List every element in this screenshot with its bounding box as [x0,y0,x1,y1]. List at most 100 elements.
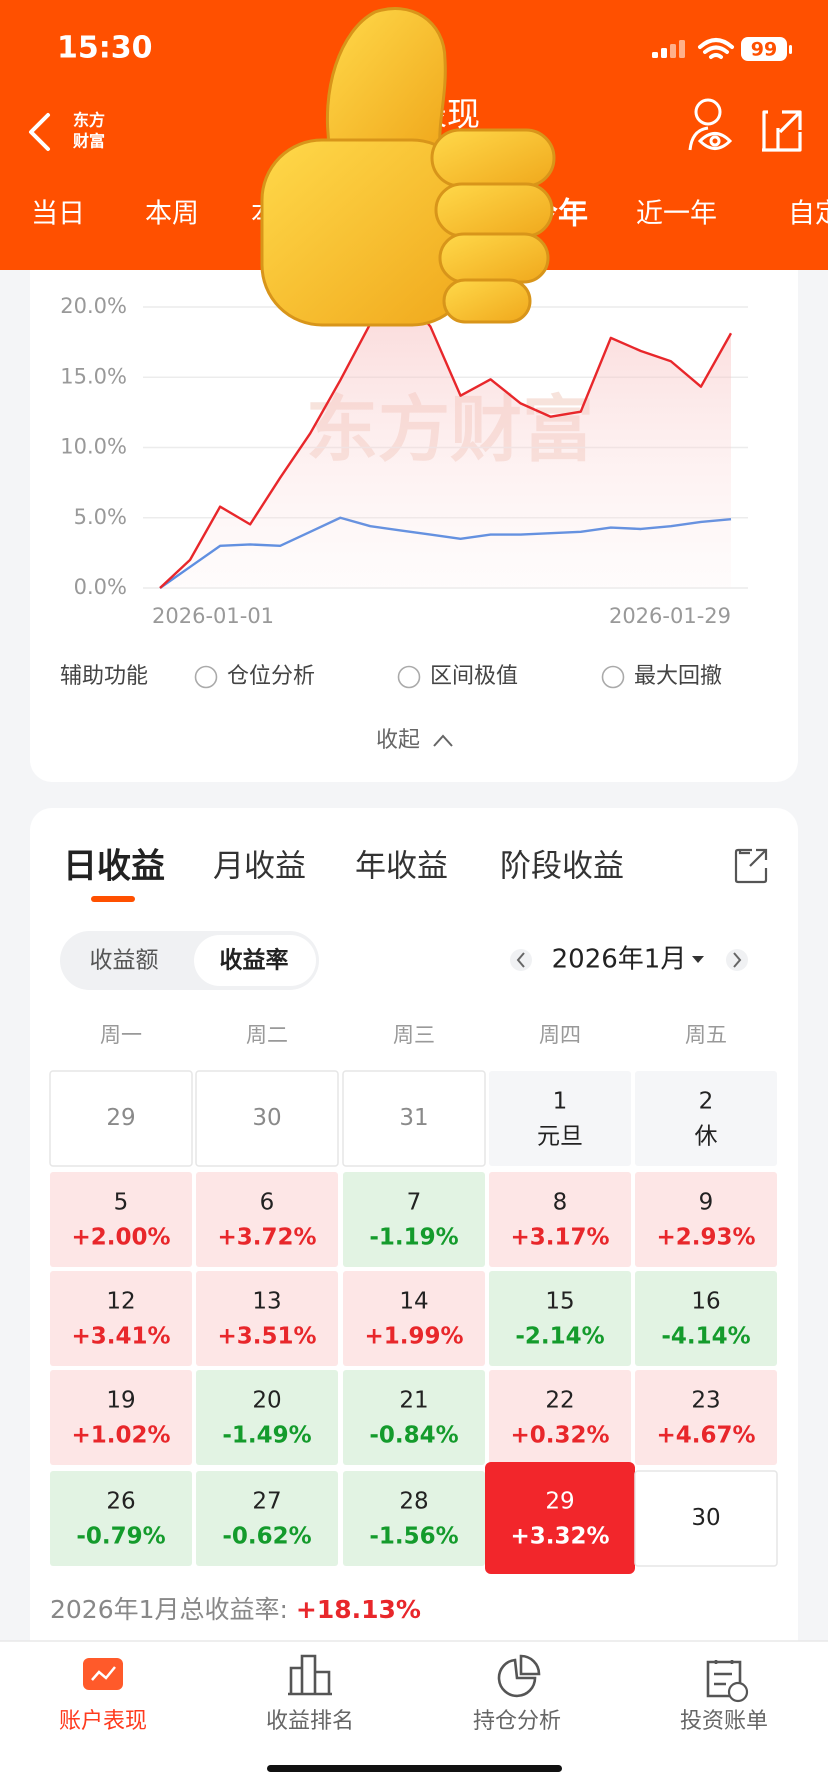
cell-day: 28 [399,1489,428,1515]
cell-rate: -0.84% [369,1423,458,1449]
home-indicator [267,1765,562,1772]
tab-label[interactable]: 收益排名 [266,1709,354,1734]
month-caret [692,956,704,963]
y-tick-label: 15.0% [60,364,127,388]
signal-bar [661,48,667,58]
cell-day: 30 [691,1505,720,1531]
calendar-cell[interactable] [635,1271,777,1366]
x-tick-label: 2026-01-29 [609,604,731,628]
calendar-cell[interactable] [343,1471,485,1566]
calendar-cell[interactable] [489,1172,631,1267]
thumbs-up-sticker [260,7,556,327]
cell-day: 16 [691,1289,720,1315]
signal-bar [670,44,676,58]
weekday: 周二 [246,1023,288,1047]
cell-day: 5 [114,1190,129,1216]
calendar-cell[interactable] [50,1370,192,1465]
assist-option[interactable]: 仓位分析 [227,664,315,689]
earnings-tab[interactable]: 年收益 [355,849,448,885]
cell-day: 9 [699,1190,714,1216]
share-icon[interactable] [734,848,768,884]
calendar-cell[interactable] [342,1070,486,1167]
cell-rate: -0.62% [222,1524,311,1550]
cell-day: 14 [399,1289,428,1315]
calendar-cell[interactable] [634,1470,778,1567]
calendar-cell[interactable] [196,1370,338,1465]
period-tab[interactable]: 近一年 [636,199,717,230]
cell-day: 29 [106,1105,135,1131]
period-tab[interactable]: 本周 [145,199,199,230]
weekday: 周三 [393,1023,435,1047]
collapse[interactable]: 收起 [376,728,420,753]
month-nav-arrow [516,952,525,968]
calendar-cell[interactable] [489,1071,631,1166]
cell-rate: +3.32% [510,1524,609,1550]
signal-bar [679,40,685,58]
summary-value: +18.13% [296,1595,421,1624]
share-icon[interactable] [762,110,802,152]
cell-rate: +4.67% [656,1423,755,1449]
calendar-cell[interactable] [196,1172,338,1267]
month-nav[interactable] [510,949,532,971]
period-tab[interactable]: 自定义 [788,199,828,230]
calendar-cell[interactable] [49,1070,193,1167]
battery-level: 99 [751,39,777,61]
period-tab[interactable]: 当日 [31,199,85,230]
cell-rate: -0.79% [76,1524,165,1550]
cell-rate: +2.93% [656,1225,755,1251]
cell-day: 2 [699,1089,714,1115]
weekday: 周五 [685,1023,727,1047]
cell-rate: -4.14% [661,1324,750,1350]
calendar-cell[interactable] [50,1172,192,1267]
assist-option[interactable]: 最大回撤 [634,664,722,689]
calendar-cell[interactable] [343,1370,485,1465]
eye-user-icon[interactable] [688,98,733,151]
cell-day: 26 [106,1489,135,1515]
cell-day: 23 [691,1388,720,1414]
cell-rate: +3.72% [217,1225,316,1251]
calendar-cell[interactable] [635,1172,777,1267]
calendar-cell[interactable] [196,1471,338,1566]
month-label[interactable]: 2026年1月 [552,945,687,975]
cell-day: 19 [106,1388,135,1414]
calendar-cell[interactable] [50,1271,192,1366]
toggle-selected [194,935,316,986]
weekday: 周一 [100,1023,142,1047]
line [159,289,733,589]
month-nav[interactable] [726,949,748,971]
calendar-cell[interactable] [196,1271,338,1366]
calendar-cell[interactable] [635,1071,777,1166]
earnings-tab[interactable]: 日收益 [63,847,165,887]
logo-text: 财富 [72,132,105,151]
radio[interactable] [194,665,218,689]
assist-option[interactable]: 区间极值 [430,664,518,689]
tab-label[interactable]: 账户表现 [59,1709,147,1734]
y-tick-label: 5.0% [74,505,127,529]
calendar-cell[interactable] [489,1370,631,1465]
tab-label[interactable]: 持仓分析 [473,1709,561,1734]
icon-holdings [497,1654,541,1698]
back[interactable] [29,113,50,151]
cell-rate: -1.19% [369,1225,458,1251]
calendar-cell[interactable] [485,1462,635,1574]
calendar-cell[interactable] [635,1370,777,1465]
toggle-option[interactable]: 收益额 [90,948,159,974]
calendar-cell[interactable] [343,1271,485,1366]
calendar-cell[interactable] [195,1070,339,1167]
calendar-cell[interactable] [343,1172,485,1267]
radio[interactable] [601,665,625,689]
calendar-cell[interactable] [489,1271,631,1366]
month-nav-arrow [733,952,742,968]
chevron-up [433,734,453,747]
earnings-tab[interactable]: 月收益 [213,849,306,885]
earnings-tab[interactable]: 阶段收益 [500,849,624,885]
cell-note: 休 [695,1124,718,1150]
icon-bill-coin [727,1681,749,1703]
y-tick-label: 0.0% [74,575,127,599]
tab-label[interactable]: 投资账单 [680,1709,768,1734]
radio[interactable] [397,665,421,689]
calendar-cell[interactable] [50,1471,192,1566]
cell-note: 元旦 [537,1124,583,1150]
toggle-option[interactable]: 收益率 [220,947,289,974]
logo-text: 东方 [73,111,105,130]
